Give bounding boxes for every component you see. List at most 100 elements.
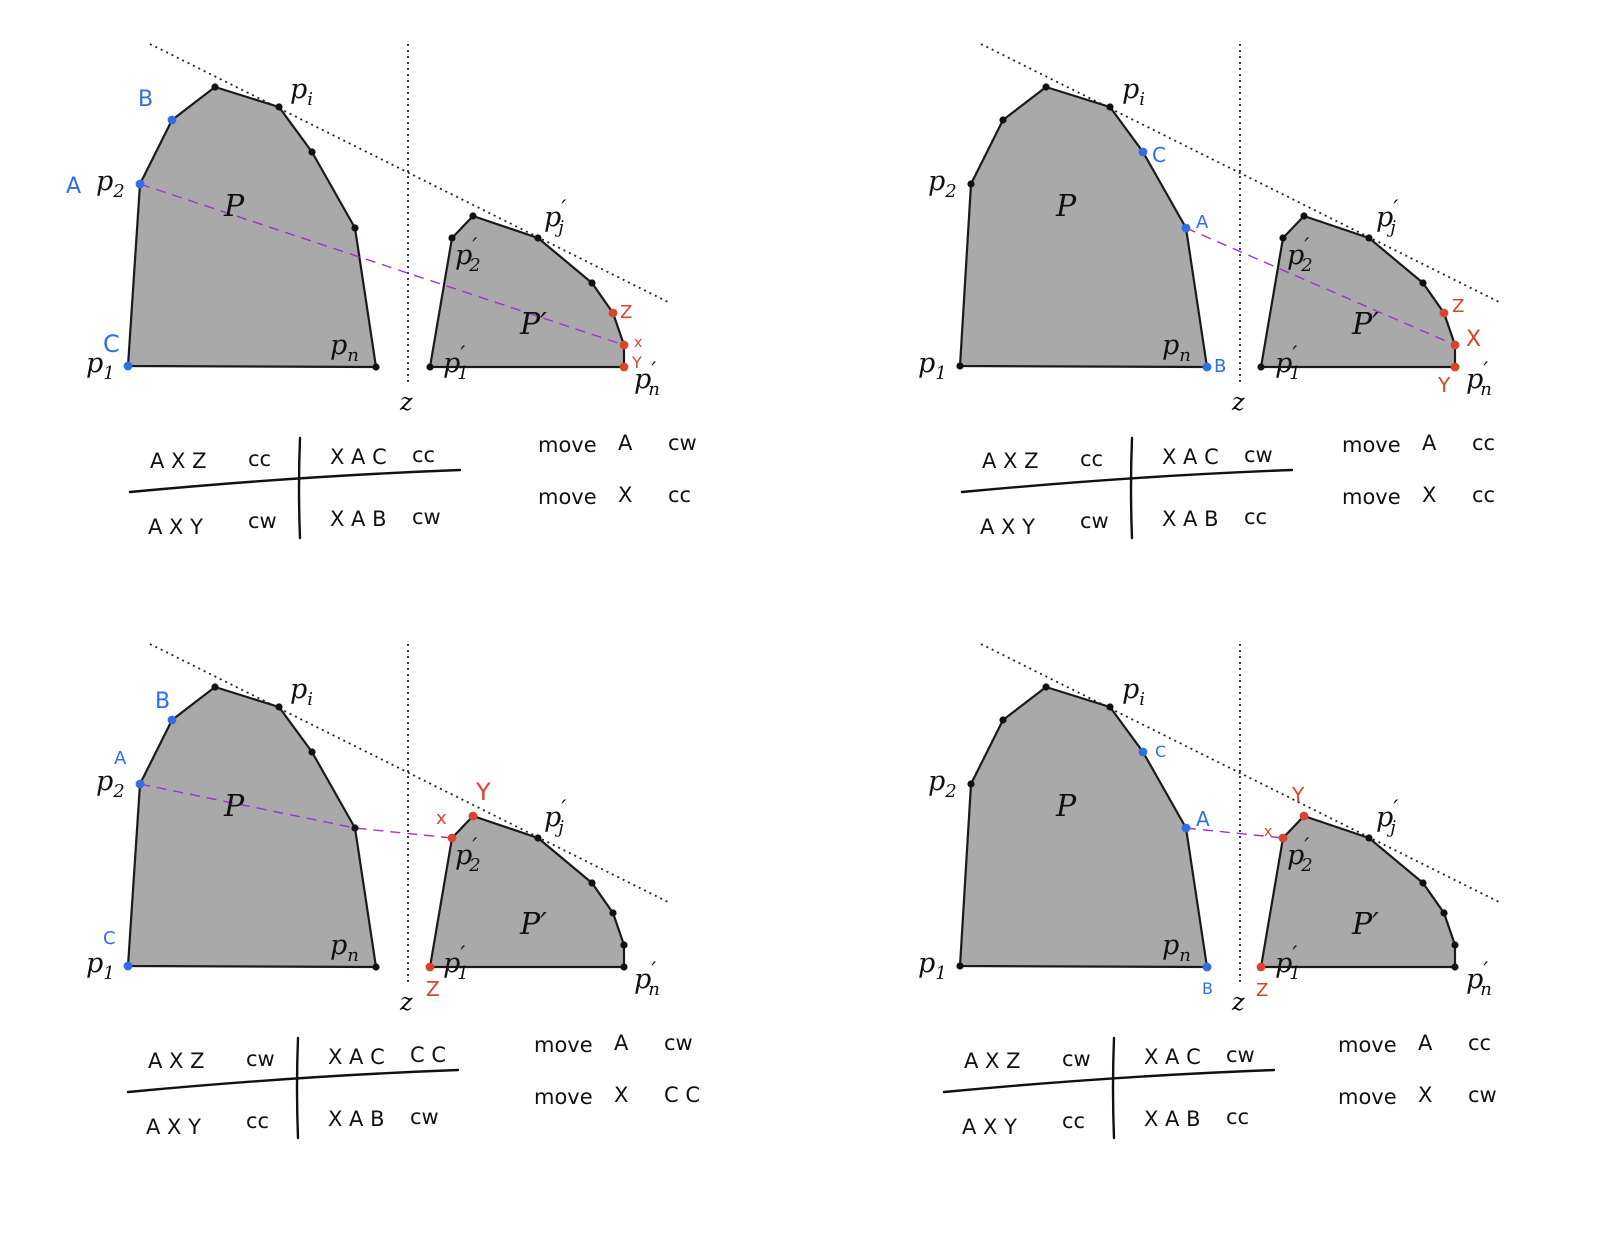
marker-dot-blue [1202,362,1212,372]
move-target: A [1418,1031,1433,1055]
label-P-prime: P′ [519,907,547,942]
polygon-P [126,85,378,369]
bridge-line [139,183,625,346]
table-cell: A X Y [962,1115,1017,1139]
label-P-prime: P′ [1351,307,1379,342]
vertex-dot [534,834,542,842]
move-direction: cc [1472,483,1495,507]
table-cell: cc [246,1109,269,1133]
move-target: X [618,483,632,507]
vertex-dot [351,824,359,832]
label-P: P [1055,189,1077,224]
label-pj-prime: p′ j [1376,797,1398,838]
marker-label-blue: A [66,174,81,199]
polygon-P-prime [1259,214,1457,369]
marker-label-blue: C [103,928,116,949]
table-vertical-rule [1111,1036,1116,1140]
marker-label-blue: A [1196,807,1210,831]
label-pi: pi [1122,674,1145,710]
marker-dot-red [619,362,629,372]
vertex-dot [1451,963,1459,971]
marker-label-blue: C [1152,143,1166,167]
label-z: z [399,388,413,416]
vertex-dot [534,234,542,242]
move-word: move [1338,1033,1397,1057]
label-p1: p1 [918,348,947,384]
vertex-dot [1257,363,1265,371]
vertex-dot [469,212,477,220]
marker-dot-blue [1138,147,1148,157]
table-cell: A X Y [980,515,1035,539]
orientation-table: A X Z cc X A C cc A X Y cw X A B cw [128,436,462,540]
label-p1-prime: p′ 1 [443,943,469,984]
marker-label-red: Y [1437,373,1451,397]
table-cell: cw [1080,509,1109,533]
marker-label-red: Y [475,778,491,806]
upper-tangent-line [980,643,1500,903]
vertex-dot [588,879,596,887]
table-vertical-rule [297,436,302,540]
label-p1: p1 [86,948,115,984]
move-target: X [1418,1083,1432,1107]
marker-label-blue: B [138,87,153,112]
table-cell: A X Z [982,449,1039,473]
label-p1-prime: p′ 1 [443,343,469,384]
table-horizontal-rule [126,1068,460,1094]
label-p2-prime: p′ 2 [1287,235,1313,276]
label-pi: pi [1122,74,1145,110]
upper-tangent-line [149,643,669,903]
vertex-dot [275,703,283,711]
marker-dot-blue [1202,962,1212,972]
move-direction: cw [668,431,697,455]
marker-label-blue: B [1214,356,1226,377]
marker-dot-red [608,308,618,318]
label-pn: pn [1162,930,1191,966]
vertex-dot [1419,879,1427,887]
table-cell: A X Z [148,1049,205,1073]
label-pn-prime: p′ n [634,959,660,1000]
label-pj-prime: p′ j [1376,197,1398,238]
orientation-table: A X Z cc X A C cw A X Y cw X A B cc [960,436,1294,540]
table-cell: X A B [328,1107,385,1131]
polygon-P [126,685,378,969]
vertex-dot [1365,834,1373,842]
move-word: move [534,1085,593,1109]
label-p1: p1 [86,348,115,384]
move-word: move [1342,485,1401,509]
orientation-table: A X Z cw X A C C C A X Y cc X A B cw [126,1036,460,1140]
marker-label-red: X [1466,327,1481,352]
marker-dot-red [1439,308,1449,318]
label-z: z [1231,988,1245,1016]
label-pn: pn [330,930,359,966]
vertex-dot [351,224,359,232]
label-pn-prime: p′ n [1466,959,1492,1000]
vertex-dot [211,683,219,691]
table-horizontal-rule [128,468,462,494]
polygon-P-prime [1259,814,1457,969]
table-cell: cc [1244,505,1267,529]
label-z: z [399,988,413,1016]
label-p2: p2 [96,766,125,802]
vertex-dot [609,909,617,917]
marker-dot-blue [123,361,133,371]
marker-dot-blue [1138,747,1148,757]
marker-label-red: Y [631,353,642,372]
polygon-P [958,685,1209,969]
table-cell: X A C [330,445,387,469]
table-cell: cw [1062,1047,1091,1071]
table-cell: A X Z [150,449,207,473]
vertex-dot [1451,941,1459,949]
label-pn: pn [330,330,359,366]
panel-bottom-right: P P′ z p1 p2 pi pn p′ 1 p′ 2 p′ j p′ n C A Bx Y Z A X Z cw X A… [918,643,1500,1140]
vertex-dot [1106,703,1114,711]
marker-label-blue: B [155,689,170,714]
move-word: move [534,1033,593,1057]
label-p2: p2 [928,766,957,802]
marker-dot-blue [167,115,177,125]
vertex-dot [620,941,628,949]
marker-label-blue: A [1196,212,1209,233]
label-p1-prime: p′ 1 [1275,343,1301,384]
vertex-dot [1042,683,1050,691]
marker-dot-red [1299,811,1309,821]
marker-dot-blue [135,179,145,189]
